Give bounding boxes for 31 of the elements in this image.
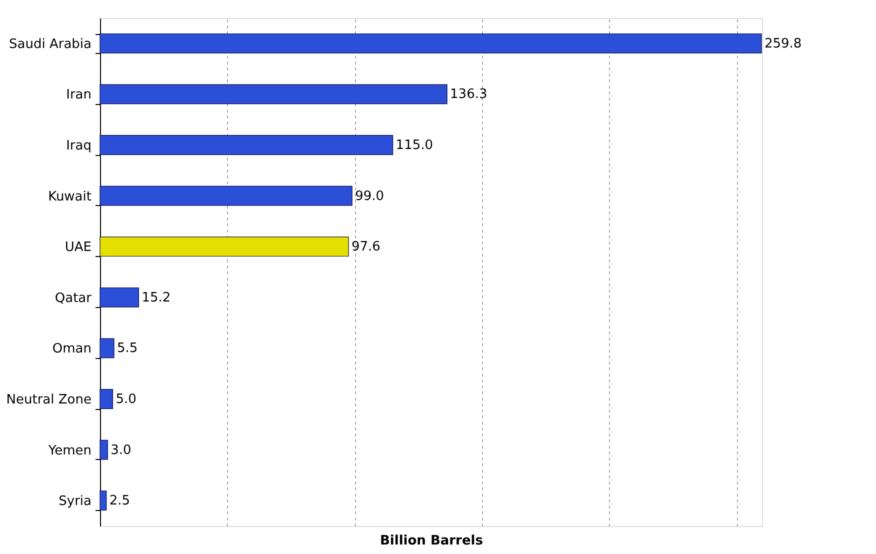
y-tick-label: Kuwait bbox=[48, 189, 92, 204]
bar bbox=[100, 287, 139, 308]
data-label: 15.2 bbox=[142, 290, 171, 306]
data-label: 3.0 bbox=[110, 442, 132, 458]
bar bbox=[100, 440, 108, 460]
data-label: 2.5 bbox=[109, 494, 130, 509]
bar bbox=[100, 135, 394, 155]
bar bbox=[100, 84, 448, 104]
data-label: 115.0 bbox=[396, 138, 434, 153]
y-tick-label: Iran bbox=[66, 88, 92, 103]
y-tick-label: Oman bbox=[52, 342, 92, 357]
data-label: 99.0 bbox=[355, 188, 384, 204]
y-tick-label: Yemen bbox=[47, 443, 92, 458]
bar bbox=[100, 236, 349, 257]
data-label: 5.5 bbox=[117, 341, 138, 356]
data-label: 259.8 bbox=[764, 36, 802, 52]
x-axis-title: Billion Barrels bbox=[380, 534, 484, 548]
data-label: 136.3 bbox=[450, 87, 488, 102]
y-tick-label: UAE bbox=[64, 240, 92, 256]
y-tick-label: Qatar bbox=[54, 290, 92, 306]
y-tick-label: Syria bbox=[58, 494, 92, 510]
bar bbox=[100, 338, 114, 358]
bar bbox=[100, 33, 762, 54]
y-tick-label: Neutral Zone bbox=[6, 392, 92, 408]
data-label: 97.6 bbox=[352, 240, 380, 255]
bar bbox=[100, 186, 352, 206]
y-tick-label: Iraq bbox=[66, 138, 92, 154]
data-label: 5.0 bbox=[116, 392, 136, 407]
bar bbox=[100, 389, 114, 409]
y-tick-label: Saudi Arabia bbox=[9, 36, 92, 52]
bar bbox=[100, 490, 107, 511]
